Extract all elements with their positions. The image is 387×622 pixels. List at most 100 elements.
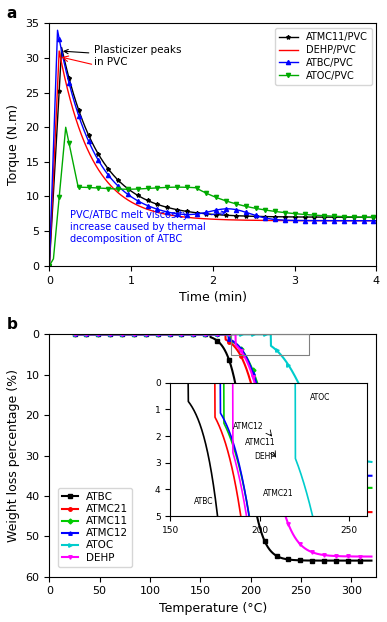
DEHP bbox=[331, 552, 336, 560]
DEHP/PVC bbox=[305, 217, 310, 225]
ATMC11/PVC bbox=[198, 210, 202, 217]
Text: Plasticizer peaks
in PVC: Plasticizer peaks in PVC bbox=[64, 45, 182, 67]
ATOC/PVC bbox=[198, 186, 202, 193]
ATBC/PVC bbox=[198, 210, 202, 217]
ATOC/PVC bbox=[374, 214, 379, 221]
DEHP bbox=[199, 330, 204, 338]
ATBC/PVC bbox=[365, 217, 370, 225]
ATMC21 bbox=[363, 508, 368, 516]
ATBC bbox=[72, 330, 77, 338]
ATMC11 bbox=[186, 330, 191, 338]
DEHP/PVC bbox=[365, 217, 370, 225]
Legend: ATMC11/PVC, DEHP/PVC, ATBC/PVC, ATOC/PVC: ATMC11/PVC, DEHP/PVC, ATBC/PVC, ATOC/PVC bbox=[275, 28, 372, 85]
Line: ATOC/PVC: ATOC/PVC bbox=[47, 125, 378, 268]
DEHP bbox=[363, 553, 368, 560]
DEHP bbox=[124, 330, 128, 338]
Y-axis label: Torque (N.m): Torque (N.m) bbox=[7, 104, 20, 185]
ATBC/PVC bbox=[64, 68, 68, 75]
Line: ATMC11/PVC: ATMC11/PVC bbox=[47, 45, 378, 268]
ATMC11/PVC bbox=[59, 44, 64, 51]
ATMC11 bbox=[331, 484, 336, 491]
ATBC/PVC bbox=[206, 208, 211, 216]
ATOC/PVC bbox=[47, 262, 52, 269]
ATOC bbox=[106, 330, 111, 338]
ATBC/PVC bbox=[55, 27, 60, 34]
ATOC/PVC bbox=[206, 190, 211, 198]
ATMC12 bbox=[363, 472, 368, 480]
DEHP bbox=[186, 330, 191, 338]
ATOC bbox=[369, 458, 374, 466]
ATMC12 bbox=[72, 330, 77, 338]
ATMC21 bbox=[106, 330, 111, 338]
DEHP/PVC bbox=[206, 215, 211, 223]
ATMC11 bbox=[124, 330, 128, 338]
ATOC bbox=[72, 330, 77, 338]
ATMC12 bbox=[106, 330, 111, 338]
ATMC21 bbox=[186, 330, 191, 338]
DEHP/PVC bbox=[374, 217, 379, 225]
ATBC bbox=[106, 330, 111, 338]
DEHP bbox=[369, 553, 374, 560]
ATMC11 bbox=[363, 484, 368, 491]
DEHP bbox=[106, 330, 111, 338]
ATMC11/PVC bbox=[365, 213, 369, 221]
DEHP bbox=[72, 330, 77, 338]
ATBC bbox=[124, 330, 128, 338]
ATOC/PVC bbox=[365, 213, 370, 221]
X-axis label: Time (min): Time (min) bbox=[179, 291, 247, 304]
ATMC11/PVC bbox=[206, 210, 211, 218]
ATMC12 bbox=[186, 330, 191, 338]
ATOC bbox=[124, 330, 128, 338]
ATOC/PVC bbox=[305, 211, 310, 218]
ATMC11/PVC bbox=[305, 213, 310, 221]
Legend: ATBC, ATMC21, ATMC11, ATMC12, ATOC, DEHP: ATBC, ATMC21, ATMC11, ATMC12, ATOC, DEHP bbox=[58, 488, 132, 567]
ATOC/PVC bbox=[365, 213, 369, 221]
ATMC21 bbox=[369, 508, 374, 516]
ATMC11 bbox=[199, 330, 204, 338]
Line: ATBC: ATBC bbox=[73, 333, 373, 562]
DEHP/PVC bbox=[365, 217, 369, 225]
ATMC12 bbox=[369, 472, 374, 480]
ATOC bbox=[186, 330, 191, 338]
ATOC bbox=[199, 330, 204, 338]
ATMC11 bbox=[72, 330, 77, 338]
DEHP/PVC bbox=[198, 215, 202, 222]
DEHP/PVC bbox=[64, 80, 68, 88]
ATMC11/PVC bbox=[365, 213, 370, 221]
DEHP/PVC bbox=[47, 262, 52, 269]
ATBC bbox=[186, 330, 191, 338]
ATBC bbox=[369, 557, 374, 564]
Line: ATMC12: ATMC12 bbox=[73, 333, 373, 478]
Line: ATMC11: ATMC11 bbox=[73, 333, 373, 490]
ATMC12 bbox=[199, 330, 204, 338]
ATOC bbox=[363, 457, 368, 465]
ATBC bbox=[331, 557, 336, 564]
ATBC/PVC bbox=[47, 262, 52, 269]
ATOC/PVC bbox=[64, 126, 68, 133]
Y-axis label: Weight loss percentage (%): Weight loss percentage (%) bbox=[7, 369, 20, 542]
ATBC/PVC bbox=[374, 217, 379, 225]
ATMC21 bbox=[199, 330, 204, 338]
ATBC bbox=[199, 330, 204, 338]
Line: ATOC: ATOC bbox=[73, 333, 373, 463]
ATMC11/PVC bbox=[47, 262, 52, 269]
Text: PVC/ATBC melt viscosity
increase caused by thermal
decomposition of ATBC: PVC/ATBC melt viscosity increase caused … bbox=[70, 210, 225, 244]
ATMC12 bbox=[331, 472, 336, 480]
ATMC21 bbox=[72, 330, 77, 338]
ATMC11/PVC bbox=[374, 213, 379, 221]
ATMC12 bbox=[124, 330, 128, 338]
ATMC11 bbox=[369, 484, 374, 491]
ATMC11/PVC bbox=[64, 63, 68, 71]
ATBC/PVC bbox=[305, 217, 310, 225]
ATMC11 bbox=[106, 330, 111, 338]
X-axis label: Temperature (°C): Temperature (°C) bbox=[159, 602, 267, 615]
Line: DEHP: DEHP bbox=[73, 333, 373, 559]
ATOC bbox=[331, 442, 336, 450]
ATOC/PVC bbox=[63, 124, 68, 131]
DEHP/PVC bbox=[57, 47, 62, 55]
ATBC bbox=[363, 557, 368, 564]
ATMC21 bbox=[124, 330, 128, 338]
Text: b: b bbox=[7, 317, 18, 332]
Text: a: a bbox=[7, 6, 17, 21]
Line: DEHP/PVC: DEHP/PVC bbox=[50, 51, 377, 266]
